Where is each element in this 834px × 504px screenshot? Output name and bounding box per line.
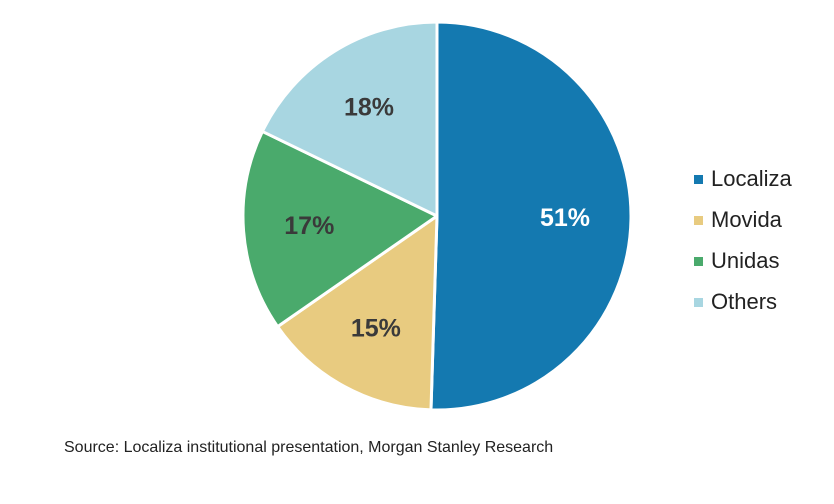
legend-label: Movida	[711, 206, 782, 232]
slice-label-others: 18%	[344, 94, 394, 122]
source-note: Source: Localiza institutional presentat…	[64, 439, 554, 456]
pie-slice-movida	[276, 214, 439, 412]
legend-label: Localiza	[711, 165, 792, 191]
legend-swatch	[694, 216, 703, 225]
slice-label-localiza: 51%	[540, 204, 590, 232]
legend-item-unidas: Unidas	[694, 240, 792, 281]
pie-slice-localiza	[429, 20, 633, 412]
legend-label: Others	[711, 288, 778, 314]
legend-item-localiza: Localiza	[694, 158, 792, 199]
slice-label-movida: 15%	[351, 315, 401, 343]
legend-item-others: Others	[694, 281, 792, 322]
legend-swatch	[694, 298, 703, 307]
pie-slice-unidas	[241, 129, 439, 329]
legend-swatch	[694, 175, 703, 184]
legend-label: Unidas	[711, 247, 780, 273]
pie-slice-others	[260, 20, 439, 218]
legend: Localiza Movida Unidas Others	[694, 158, 792, 322]
legend-item-movida: Movida	[694, 199, 792, 240]
legend-swatch	[694, 257, 703, 266]
slice-label-unidas: 17%	[284, 212, 334, 240]
pie-chart: 51% 15% 17% 18%	[241, 20, 633, 412]
